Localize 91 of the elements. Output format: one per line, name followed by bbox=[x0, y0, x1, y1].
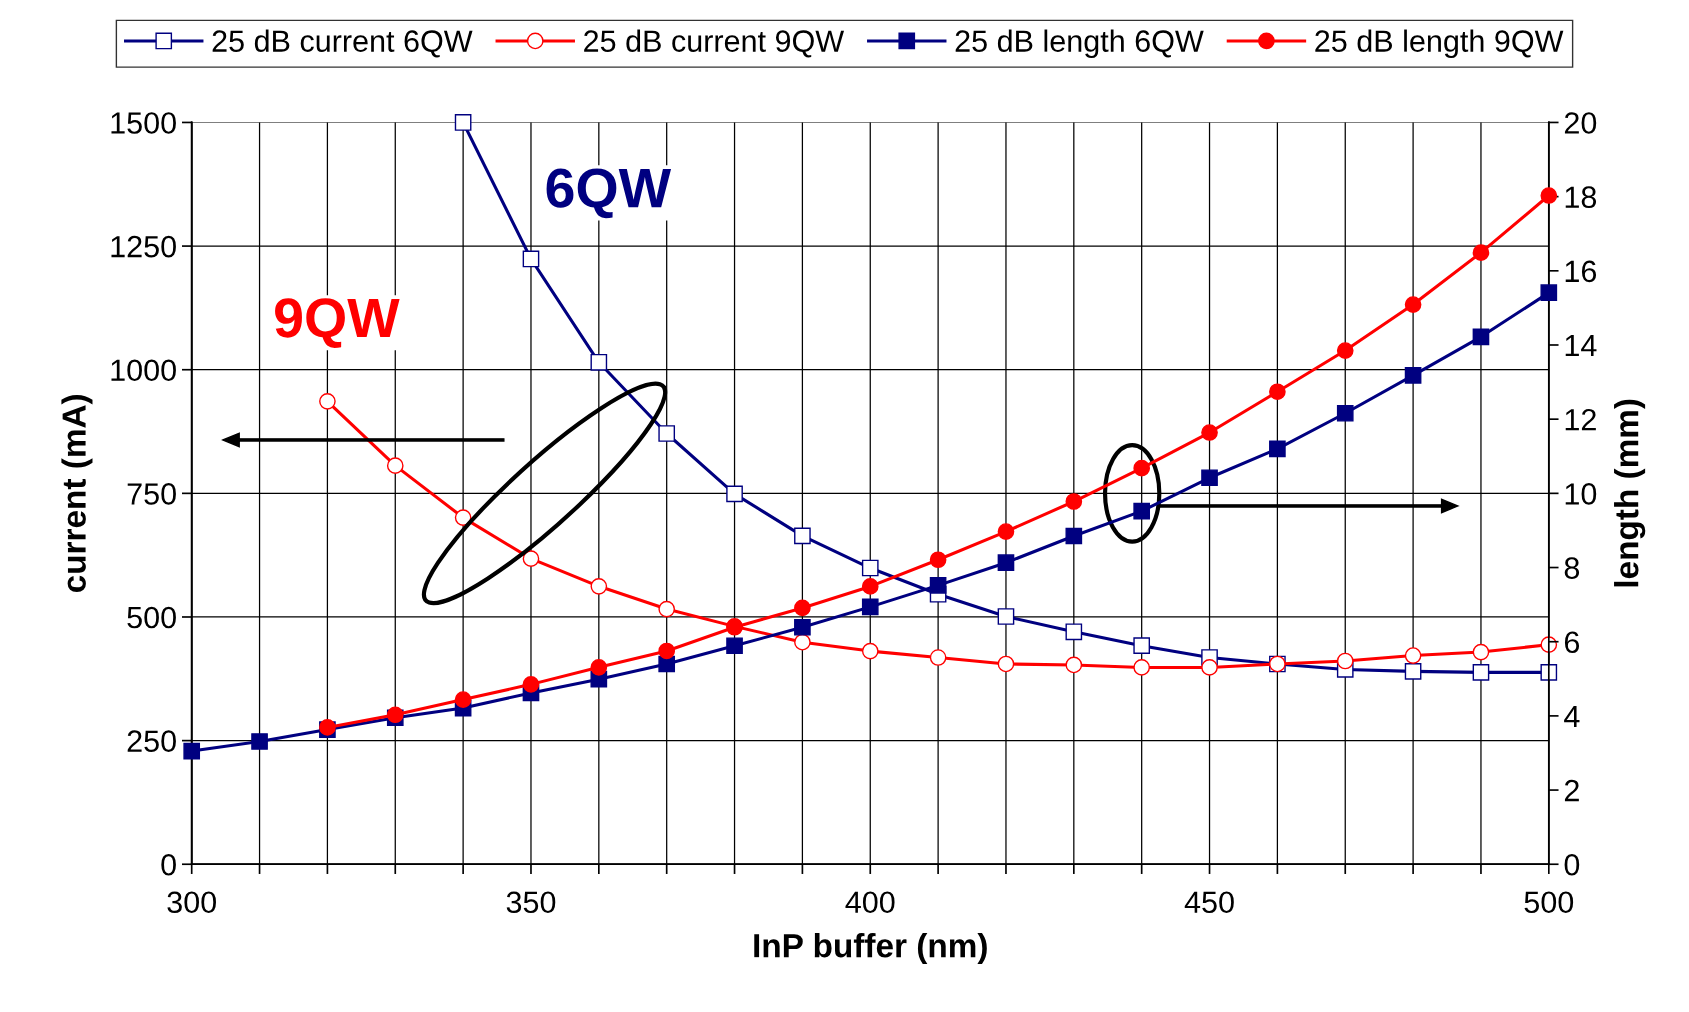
y2-tick-label: 20 bbox=[1564, 112, 1597, 134]
legend-label: 25 dB current 6QW bbox=[212, 29, 473, 58]
point bbox=[929, 576, 947, 594]
point bbox=[1065, 527, 1083, 545]
point bbox=[726, 637, 743, 655]
y2-tick-label: 12 bbox=[1565, 408, 1596, 431]
point bbox=[1065, 656, 1083, 674]
point bbox=[590, 658, 608, 676]
y2-tick-label: 10 bbox=[1565, 483, 1597, 505]
point bbox=[1133, 637, 1151, 654]
y-tick-label: 1250 bbox=[111, 235, 176, 258]
point bbox=[794, 599, 811, 617]
point bbox=[861, 578, 879, 595]
point bbox=[1133, 659, 1151, 676]
point bbox=[1472, 244, 1490, 261]
point bbox=[1336, 652, 1354, 670]
point bbox=[454, 509, 472, 526]
y-tick-label: 750 bbox=[127, 483, 176, 505]
point bbox=[522, 676, 540, 693]
x-tick-label: 400 bbox=[845, 891, 895, 914]
point bbox=[1404, 663, 1422, 680]
point bbox=[1133, 459, 1151, 477]
point bbox=[794, 527, 811, 545]
point bbox=[319, 393, 336, 410]
x-tick-label: 300 bbox=[167, 891, 216, 914]
point bbox=[1404, 367, 1422, 384]
y2-tick-label: 14 bbox=[1565, 335, 1597, 357]
x-axis-title: InP buffer (nm) bbox=[754, 933, 987, 965]
point bbox=[1201, 659, 1218, 676]
x-tick-label: 500 bbox=[1524, 891, 1574, 914]
point bbox=[386, 457, 404, 474]
y2-tick-label: 4 bbox=[1564, 705, 1580, 727]
y2-tick-label: 16 bbox=[1565, 260, 1597, 283]
point bbox=[997, 608, 1015, 625]
point bbox=[1472, 664, 1490, 681]
point bbox=[1269, 383, 1286, 401]
point bbox=[1201, 424, 1218, 441]
point bbox=[794, 633, 811, 651]
point bbox=[658, 600, 676, 618]
point bbox=[1133, 502, 1151, 520]
point bbox=[794, 618, 811, 636]
point bbox=[929, 551, 947, 569]
point bbox=[1336, 404, 1354, 422]
point bbox=[997, 655, 1015, 673]
point bbox=[1201, 469, 1218, 487]
point bbox=[1540, 187, 1558, 204]
x-tick-label: 450 bbox=[1184, 891, 1234, 914]
point bbox=[997, 523, 1015, 540]
point bbox=[861, 598, 879, 616]
y-axis-title: current (mA) bbox=[61, 395, 93, 593]
point bbox=[590, 577, 608, 595]
y2-tick-label: 8 bbox=[1564, 557, 1580, 579]
point bbox=[1540, 284, 1558, 302]
point bbox=[726, 485, 743, 503]
point bbox=[861, 559, 879, 577]
y-tick-label: 1500 bbox=[111, 112, 176, 134]
point bbox=[658, 425, 676, 442]
point bbox=[1336, 342, 1354, 359]
y2-axis-title: length (mm) bbox=[1614, 399, 1646, 587]
point bbox=[1404, 647, 1422, 664]
y2-tick-label: 2 bbox=[1564, 779, 1579, 802]
legend-label: 25 dB current 9QW bbox=[584, 29, 845, 58]
y-tick-label: 250 bbox=[127, 730, 176, 752]
point bbox=[1472, 643, 1490, 661]
y2-tick-label: 0 bbox=[1564, 853, 1580, 876]
point bbox=[590, 353, 608, 371]
y-tick-label: 1000 bbox=[111, 359, 176, 382]
point bbox=[1065, 623, 1083, 641]
y2-tick-label: 6 bbox=[1564, 631, 1580, 654]
y2-tick-label: 18 bbox=[1565, 186, 1597, 208]
point bbox=[929, 649, 947, 666]
point bbox=[658, 642, 676, 660]
point bbox=[522, 250, 540, 268]
y-tick-label: 500 bbox=[127, 606, 176, 629]
point bbox=[522, 550, 540, 567]
annotation: 9QW bbox=[275, 298, 400, 349]
point bbox=[251, 733, 268, 750]
annotation: 6QW bbox=[546, 168, 672, 219]
y-tick-label: 0 bbox=[161, 853, 176, 876]
point bbox=[454, 691, 472, 708]
point bbox=[1540, 664, 1558, 681]
legend-label: 25 dB length 6QW bbox=[955, 29, 1204, 58]
point bbox=[1472, 328, 1490, 346]
point bbox=[861, 642, 879, 660]
point bbox=[1065, 493, 1083, 510]
point bbox=[1404, 296, 1422, 313]
x-tick-label: 350 bbox=[506, 891, 556, 914]
point bbox=[454, 114, 472, 131]
legend-label: 25 dB length 9QW bbox=[1315, 29, 1564, 58]
point bbox=[997, 554, 1015, 572]
point bbox=[1269, 440, 1286, 458]
